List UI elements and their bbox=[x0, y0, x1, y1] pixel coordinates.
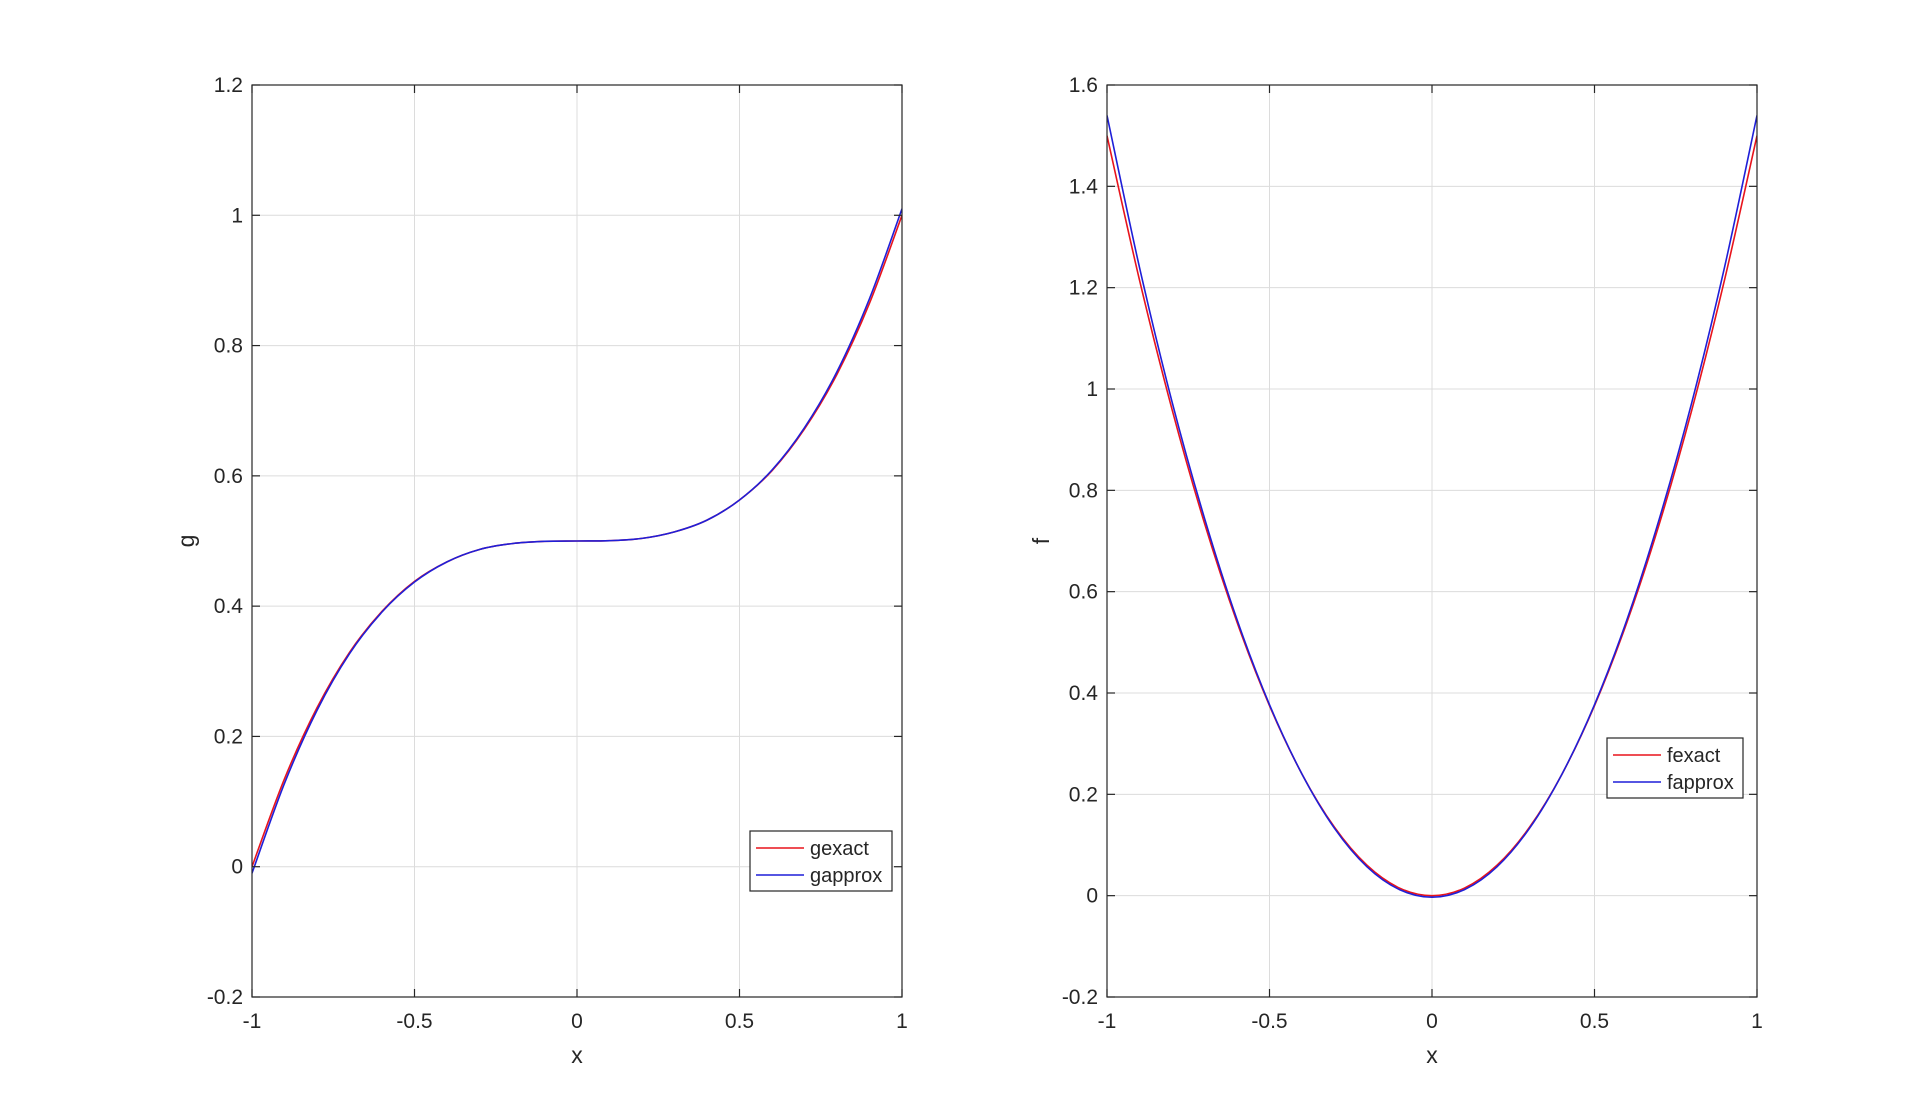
y-tick-label: 0.6 bbox=[214, 465, 243, 488]
series-line-fexact bbox=[1107, 135, 1757, 897]
y-tick-label: -0.2 bbox=[207, 986, 243, 1009]
y-tick-label: 1 bbox=[231, 204, 243, 227]
right-subplot-f: -1 -0.5 0 0.5 1 -0.2 0 0.2 0.4 0.6 0.8 1 1.2 1.4 1.6 x f… bbox=[1028, 74, 1763, 1068]
y-tick-label: 0.6 bbox=[1069, 581, 1098, 604]
y-tick-label: 1.6 bbox=[1069, 74, 1098, 97]
y-tick-label: 0.4 bbox=[214, 595, 244, 618]
legend-label-gexact: gexact bbox=[810, 838, 869, 860]
y-tick-label: 0.8 bbox=[214, 335, 243, 358]
legend-label-gapprox: gapprox bbox=[810, 865, 882, 887]
y-axis-label: g bbox=[173, 535, 199, 548]
series-group bbox=[1107, 115, 1757, 898]
legend: gexact gapprox bbox=[749, 830, 893, 892]
y-tick-label: 1.2 bbox=[1069, 277, 1098, 300]
y-tick-label: 0 bbox=[231, 856, 243, 879]
series-line-fapprox bbox=[1107, 115, 1757, 898]
series-group bbox=[252, 208, 902, 874]
y-tick-label: 1.4 bbox=[1069, 175, 1099, 198]
legend-box bbox=[1606, 737, 1744, 799]
x-tick-label: -1 bbox=[243, 1010, 262, 1033]
legend-label-fexact: fexact bbox=[1667, 745, 1721, 767]
y-tick-label: -0.2 bbox=[1062, 986, 1098, 1009]
x-tick-label: 0.5 bbox=[725, 1010, 754, 1033]
y-axis-label: f bbox=[1028, 537, 1054, 544]
legend-box bbox=[749, 830, 893, 892]
y-tick-label: 1.2 bbox=[214, 74, 243, 97]
left-subplot-g: -1 -0.5 0 0.5 1 -0.2 0 0.2 0.4 0.6 0.8 1 1.2 x g gexact… bbox=[173, 74, 908, 1068]
y-tick-label: 0 bbox=[1086, 885, 1098, 908]
x-tick-label: -0.5 bbox=[1251, 1010, 1287, 1033]
x-tick-label: -0.5 bbox=[396, 1010, 432, 1033]
x-tick-label: 0.5 bbox=[1580, 1010, 1609, 1033]
legend-label-fapprox: fapprox bbox=[1667, 772, 1734, 794]
y-tick-label: 0.2 bbox=[214, 725, 243, 748]
y-tick-label: 1 bbox=[1086, 378, 1098, 401]
x-tick-label: -1 bbox=[1098, 1010, 1117, 1033]
y-tick-label: 0.4 bbox=[1069, 682, 1099, 705]
x-tick-label: 0 bbox=[571, 1010, 583, 1033]
x-axis-label: x bbox=[1426, 1042, 1438, 1068]
x-tick-label: 1 bbox=[896, 1010, 908, 1033]
y-tick-label: 0.8 bbox=[1069, 479, 1098, 502]
series-line-gapprox bbox=[252, 208, 902, 874]
x-tick-label: 0 bbox=[1426, 1010, 1438, 1033]
legend: fexact fapprox bbox=[1606, 737, 1744, 799]
x-tick-label: 1 bbox=[1751, 1010, 1763, 1033]
y-tick-label: 0.2 bbox=[1069, 783, 1098, 806]
x-axis-label: x bbox=[571, 1042, 583, 1068]
